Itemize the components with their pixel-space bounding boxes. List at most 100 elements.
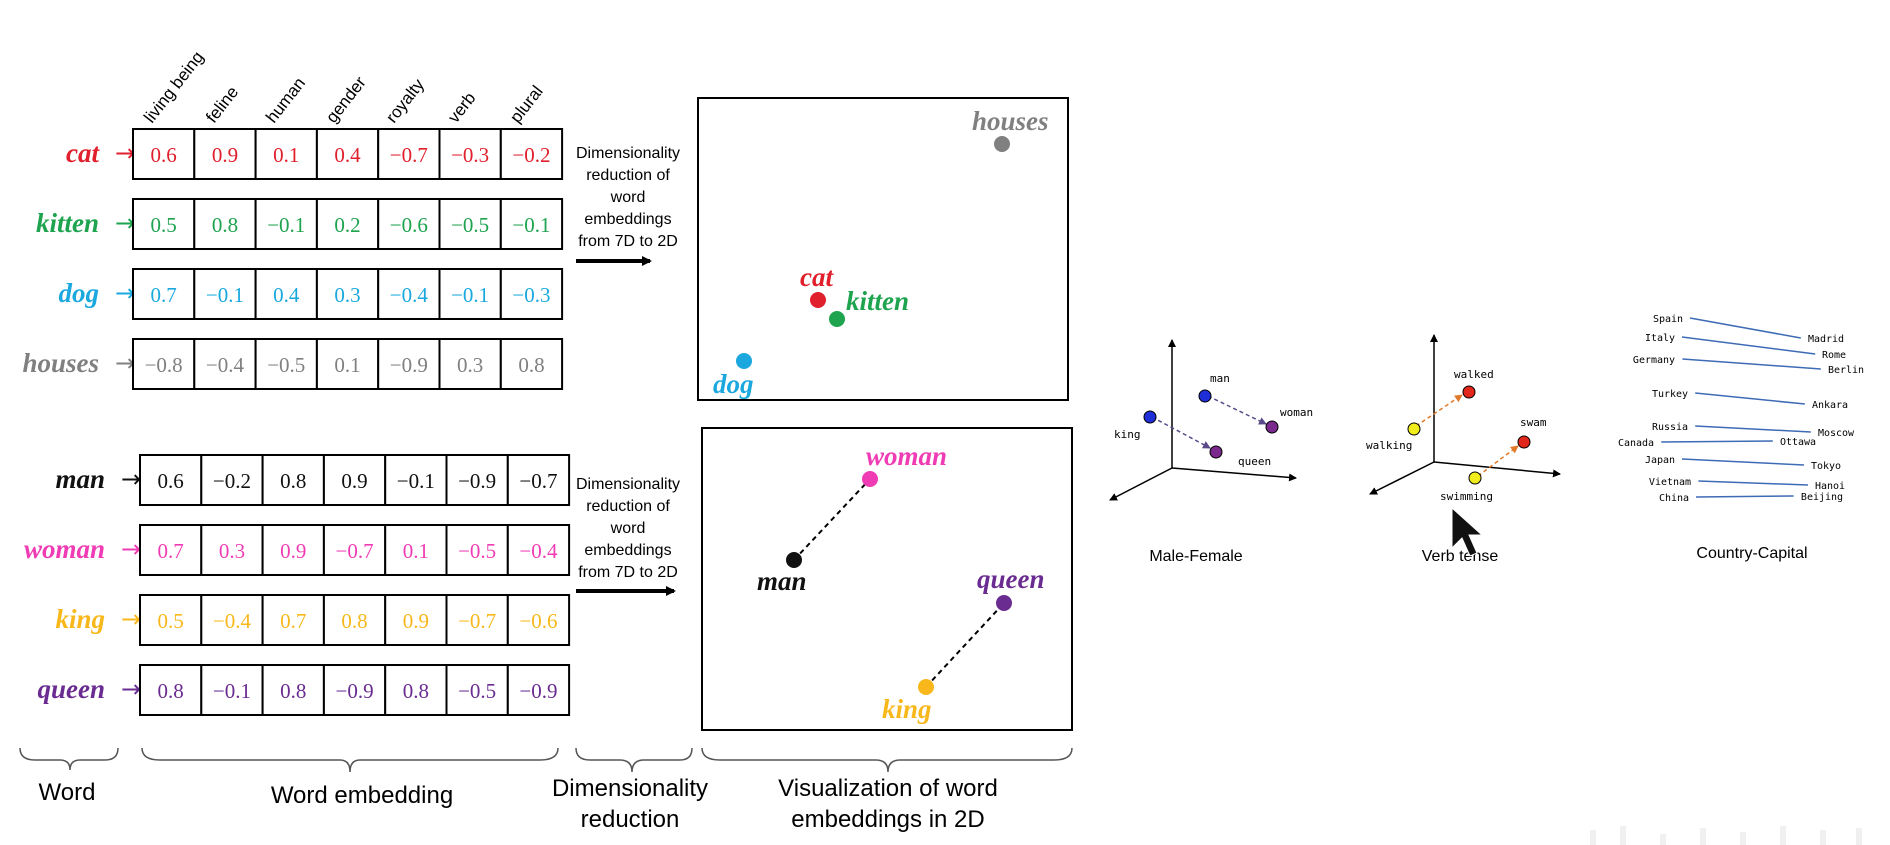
man-plot-label: man xyxy=(757,566,807,596)
man-cell-value: 0.9 xyxy=(341,469,367,493)
cat-cell-value: −0.2 xyxy=(512,143,550,167)
queen-cell-value: 0.8 xyxy=(280,679,306,703)
kitten-cell-value: −0.1 xyxy=(512,213,550,237)
country-capital-panel: Country-Capital Spain Madrid Italy Rome Germ… xyxy=(1618,314,1864,562)
queen-cell-value: −0.1 xyxy=(213,679,251,703)
dog-word-label: dog xyxy=(59,278,100,308)
houses-plot-label: houses xyxy=(972,106,1049,136)
vt-walking-label: walking xyxy=(1366,439,1412,452)
kitten-cell-box xyxy=(377,198,441,250)
top-embedding-table: cat → 0.6 0.9 0.1 0.4 −0.7 −0.3 −0.2 kitten → 0.5 0.… xyxy=(22,128,564,390)
viz-caption-line2: embeddings in 2D xyxy=(791,806,984,833)
woman-cell-box xyxy=(139,524,203,576)
queen-cell-value: 0.8 xyxy=(158,679,184,703)
kitten-cell-box xyxy=(132,198,196,250)
dog-cell-box xyxy=(132,268,196,320)
woman-cell-value: −0.4 xyxy=(519,539,558,563)
viz-caption-line1: Visualization of word xyxy=(778,775,998,802)
mf-axis-y xyxy=(1109,467,1173,501)
mf-man-dot xyxy=(1198,389,1212,403)
embedding-row-woman: woman → 0.7 0.3 0.9 −0.7 0.1 −0.5 −0.4 xyxy=(24,524,571,576)
houses-cell-value: −0.4 xyxy=(206,353,245,377)
dimred-brace xyxy=(575,747,693,773)
mf-queen-dot xyxy=(1209,445,1223,459)
mf-woman-label: woman xyxy=(1280,406,1313,419)
kitten-arrow-icon: → xyxy=(115,209,135,237)
houses-cell-value: 0.1 xyxy=(334,353,360,377)
plot-bottom: woman man queen king xyxy=(701,427,1073,731)
dog-cell-value: −0.4 xyxy=(390,283,429,307)
country-capital-line xyxy=(1689,317,1801,339)
kitten-cell-value: −0.1 xyxy=(267,213,305,237)
man-cell-box xyxy=(261,454,325,506)
houses-word-label: houses xyxy=(22,348,99,378)
capital-label: Moscow xyxy=(1818,428,1855,439)
kitten-word-label: kitten xyxy=(36,208,99,238)
feature-header-human: human xyxy=(262,74,309,127)
dog-cell-value: 0.4 xyxy=(273,283,300,307)
feature-header-verb: verb xyxy=(444,89,479,127)
dog-plot-label: dog xyxy=(713,369,754,399)
cat-cell-value: 0.6 xyxy=(151,143,177,167)
man-word-label: man xyxy=(55,464,105,494)
embedding-row-kitten: kitten → 0.5 0.8 −0.1 0.2 −0.6 −0.5 −0.1 xyxy=(36,198,564,250)
king-cell-box xyxy=(200,594,264,646)
king-plot-label: king xyxy=(882,694,932,724)
queen-cell-box xyxy=(200,664,264,716)
man-arrow-icon: → xyxy=(121,465,141,493)
dog-arrow-icon: → xyxy=(115,279,135,307)
embedding-row-houses: houses → −0.8 −0.4 −0.5 0.1 −0.9 0.3 0.8 xyxy=(22,338,564,390)
kitten-cell-value: 0.2 xyxy=(334,213,360,237)
man-cell-box xyxy=(506,454,571,506)
woman-cell-box xyxy=(261,524,325,576)
cat-cell-box xyxy=(499,128,564,180)
king-cell-value: 0.7 xyxy=(280,609,306,633)
country-label: Italy xyxy=(1645,333,1675,344)
queen-cell-box xyxy=(506,664,571,716)
dog-point xyxy=(736,353,752,369)
queen-cell-value: −0.9 xyxy=(336,679,374,703)
verb-tense-panel: walked walking swam swimming Verb tense xyxy=(1366,334,1561,565)
king-point xyxy=(918,679,934,695)
dog-cell-value: −0.3 xyxy=(512,283,550,307)
king-cell-value: 0.5 xyxy=(158,609,184,633)
plot-bottom-frame xyxy=(701,427,1073,731)
embedding-row-man: man → 0.6 −0.2 0.8 0.9 −0.1 −0.9 −0.7 xyxy=(55,454,571,506)
woman-cell-value: −0.5 xyxy=(458,539,496,563)
cat-plot-label: cat xyxy=(800,262,834,292)
man-cell-value: −0.2 xyxy=(213,469,251,493)
kitten-cell-value: −0.5 xyxy=(451,213,489,237)
mf-woman-dot xyxy=(1265,420,1279,434)
feature-header-plural: plural xyxy=(506,82,547,126)
dimred-caption-line1: Dimensionality xyxy=(552,775,708,802)
woman-word-label: woman xyxy=(24,534,105,564)
cc-title: Country-Capital xyxy=(1696,545,1807,562)
vt-walked-dot xyxy=(1462,385,1476,399)
mf-axis-x xyxy=(1171,467,1297,482)
embedding-row-dog: dog → 0.7 −0.1 0.4 0.3 −0.4 −0.1 −0.3 xyxy=(59,268,564,320)
queen-cell-value: 0.8 xyxy=(403,679,429,703)
houses-cell-box xyxy=(499,338,564,390)
queen-arrow-icon: → xyxy=(121,675,141,703)
cat-point xyxy=(810,292,826,308)
country-label: Japan xyxy=(1645,455,1675,466)
feature-header-royalty: royalty xyxy=(382,75,428,127)
king-cell-box xyxy=(139,594,203,646)
vt-walked-label: walked xyxy=(1454,368,1494,381)
woman-arrow-icon: → xyxy=(121,535,141,563)
vt-axis-y xyxy=(1369,461,1435,495)
kitten-cell-box xyxy=(315,198,380,250)
houses-cell-value: −0.8 xyxy=(145,353,183,377)
cat-cell-box xyxy=(377,128,441,180)
capital-label: Tokyo xyxy=(1811,461,1841,472)
vt-axis-x xyxy=(1433,461,1561,478)
woman-cell-value: 0.9 xyxy=(280,539,306,563)
country-label: Vietnam xyxy=(1649,477,1691,488)
woman-plot-label: woman xyxy=(866,441,947,471)
queen-plot-label: queen xyxy=(977,564,1045,594)
dog-cell-value: 0.7 xyxy=(151,283,177,307)
dog-cell-box xyxy=(315,268,380,320)
kitten-cell-value: −0.6 xyxy=(390,213,428,237)
